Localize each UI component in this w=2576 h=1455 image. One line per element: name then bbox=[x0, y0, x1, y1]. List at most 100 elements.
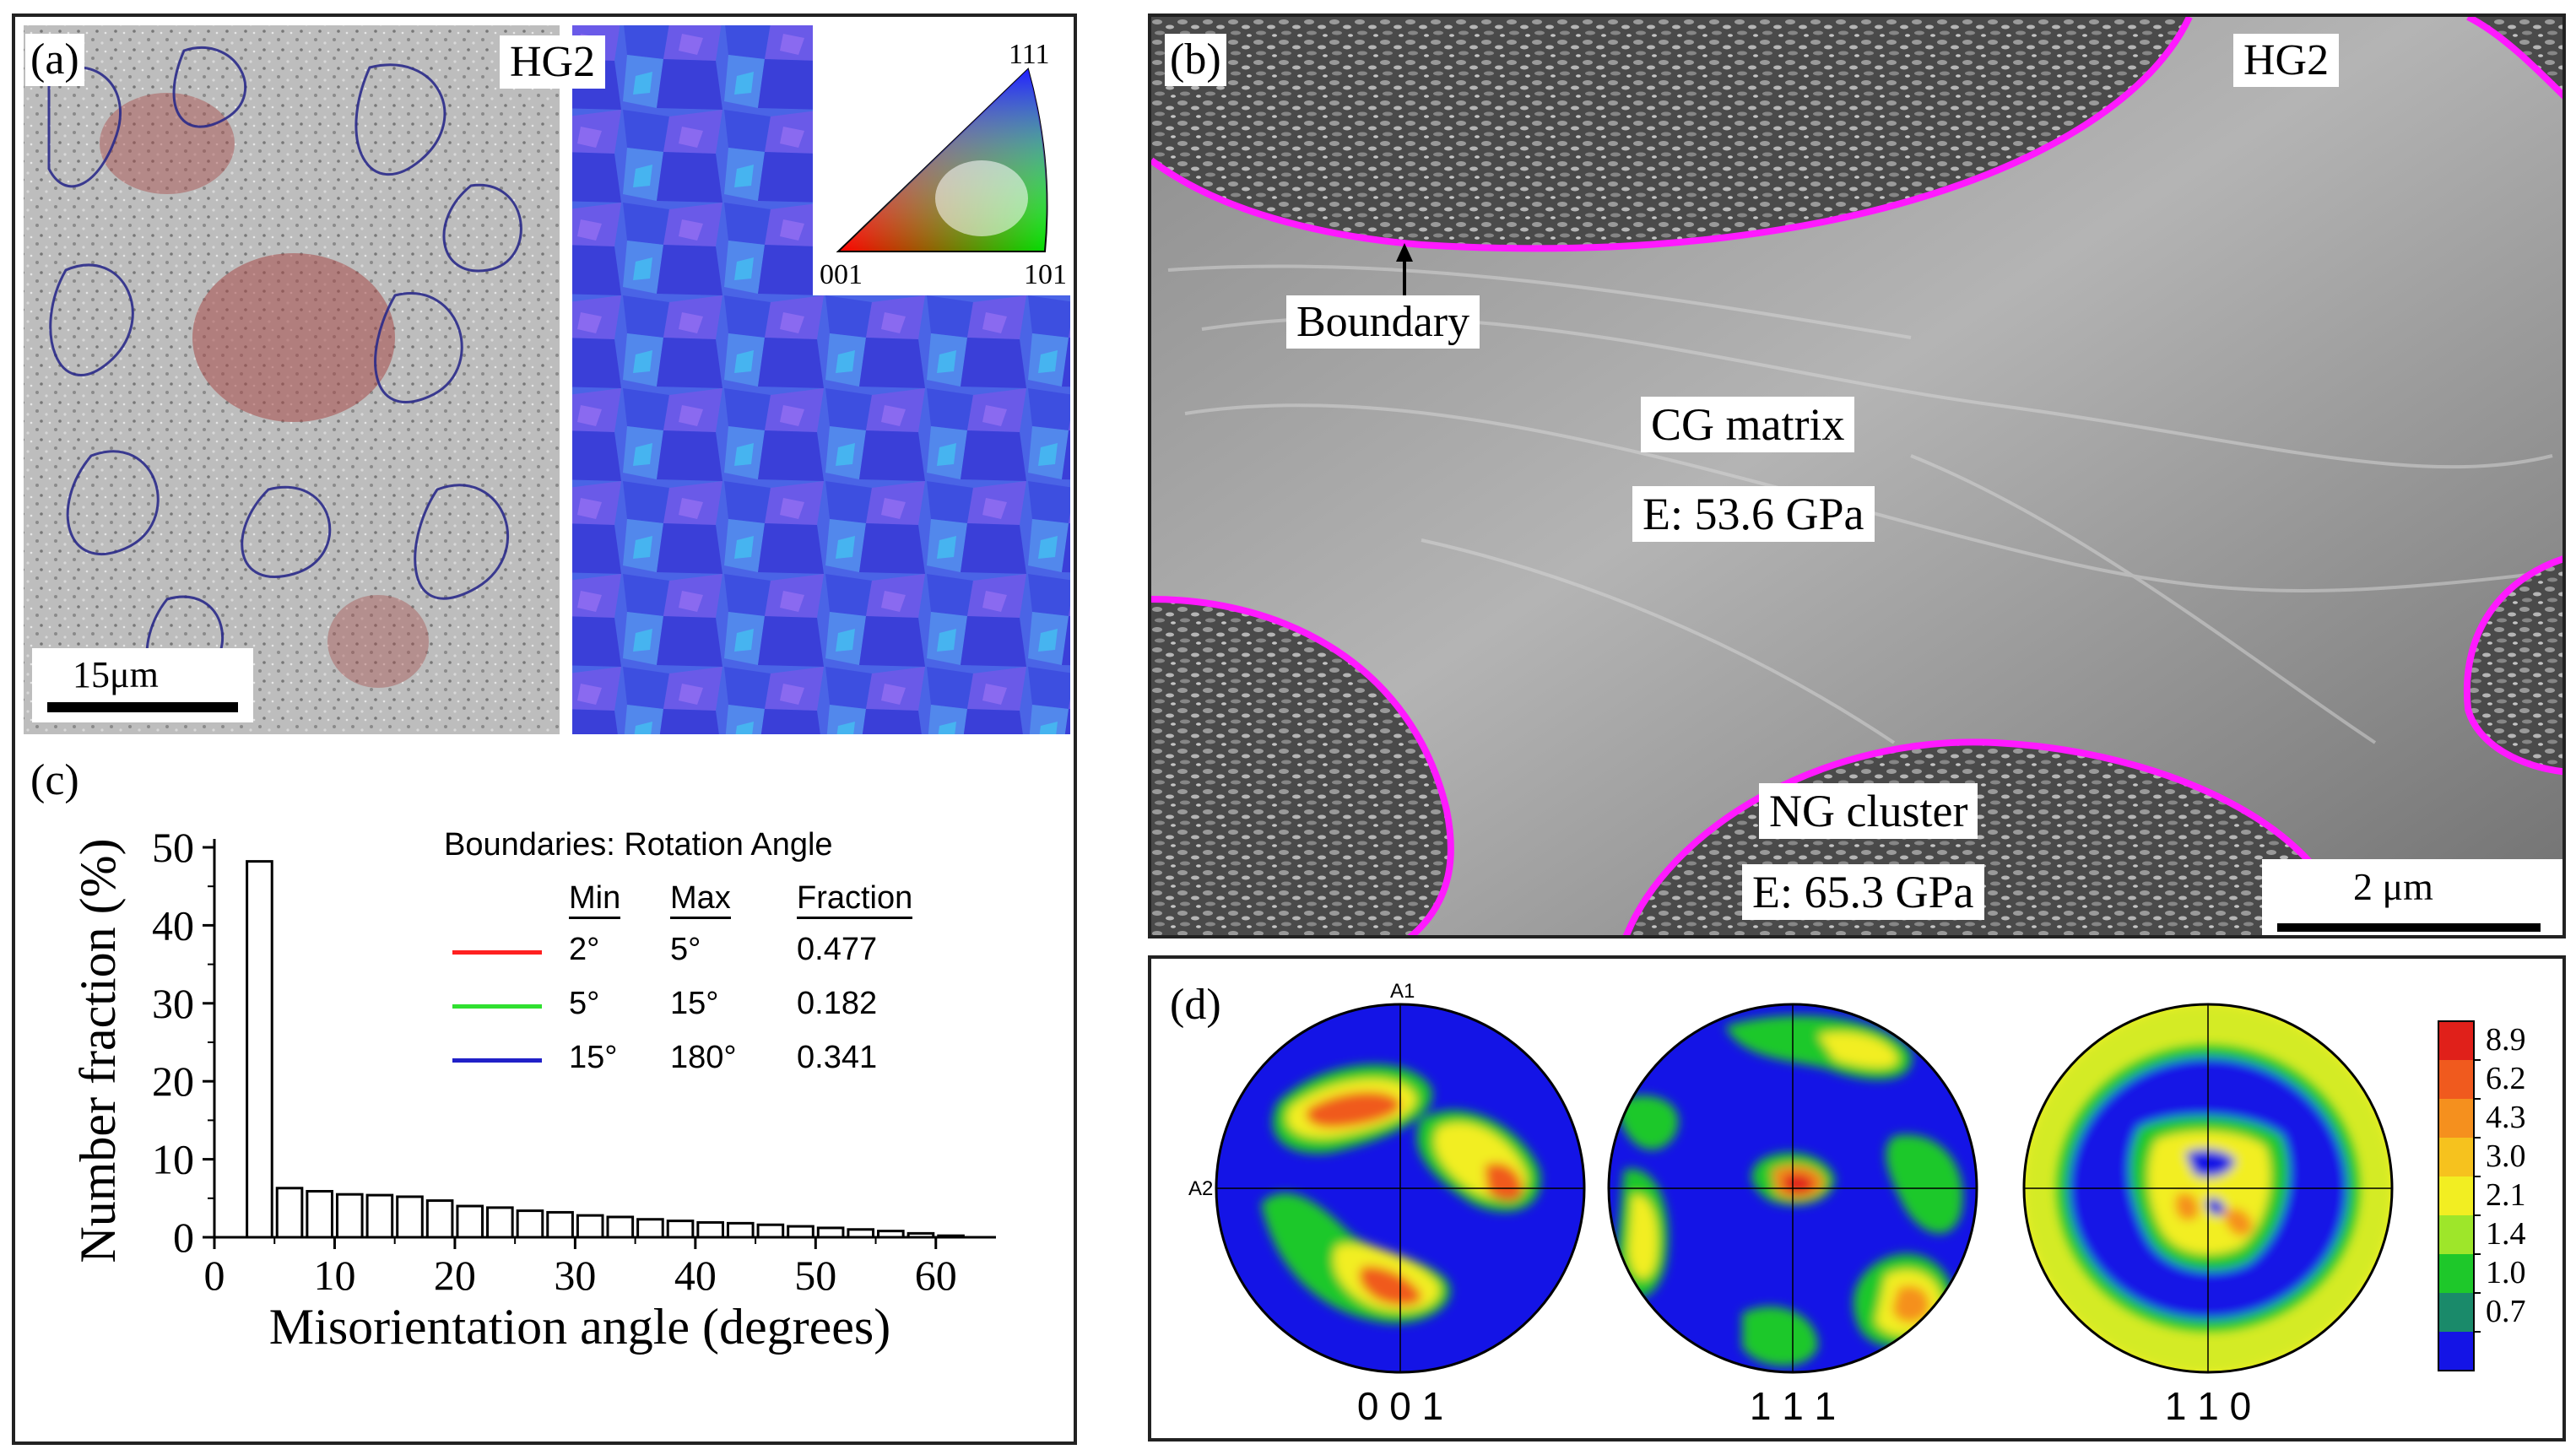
colorbar-tick-label: 1.4 bbox=[2486, 1216, 2526, 1252]
colorbar-tick-label: 2.1 bbox=[2486, 1177, 2526, 1213]
ipf-key-001: 001 bbox=[820, 259, 863, 290]
colorbar-tick-label: 6.2 bbox=[2486, 1061, 2526, 1096]
histogram-bar bbox=[335, 1193, 364, 1239]
legend-min: 2° bbox=[569, 932, 600, 967]
histogram-bar bbox=[365, 1193, 394, 1239]
panel-a-scale-line bbox=[47, 702, 238, 712]
legend-row-mid-angle: 5° 15° 0.182 bbox=[444, 986, 950, 1028]
colorbar-tick-label: 3.0 bbox=[2486, 1139, 2526, 1174]
y-tick-label: 10 bbox=[152, 1136, 194, 1183]
y-tick-label: 20 bbox=[152, 1057, 194, 1105]
histogram-bar bbox=[516, 1209, 544, 1239]
colorbar-tick-label: 1.0 bbox=[2486, 1255, 2526, 1290]
histogram-bar bbox=[275, 1187, 304, 1239]
ipf-key-111: 111 bbox=[1009, 39, 1049, 70]
colorbar-tick-label: 8.9 bbox=[2486, 1022, 2526, 1057]
colorbar-tick-label: 0.7 bbox=[2486, 1294, 2526, 1329]
intensity-colorbar: 8.9 6.2 4.3 3.02.11.41.0 0.7 bbox=[2438, 1020, 2526, 1371]
legend-max: 15° bbox=[670, 986, 719, 1021]
histogram-bar bbox=[306, 1189, 333, 1239]
histogram-bar bbox=[877, 1230, 905, 1239]
colorbar-segment bbox=[2438, 1254, 2474, 1293]
legend-header-min: Min bbox=[569, 879, 621, 919]
axis-a1-label: A1 bbox=[1390, 980, 1415, 1003]
panel-b-label: (b) bbox=[1165, 34, 1226, 86]
sem-image bbox=[1151, 17, 2562, 935]
panel-b-scale-text: 2 μm bbox=[2353, 865, 2433, 908]
x-tick-label: 40 bbox=[674, 1252, 717, 1299]
y-tick-label: 30 bbox=[152, 980, 194, 1027]
histogram-bar bbox=[606, 1215, 635, 1239]
pole-figure-111 bbox=[1607, 1003, 1978, 1374]
y-tick-label: 0 bbox=[173, 1214, 194, 1261]
pole-figure-label-111: 1 1 1 bbox=[1750, 1384, 1836, 1428]
legend-min: 15° bbox=[569, 1040, 618, 1075]
panel-b-scale-line bbox=[2277, 923, 2541, 932]
legend-fraction: 0.477 bbox=[797, 932, 878, 967]
boundary-label: Boundary bbox=[1286, 295, 1480, 349]
histogram-bar bbox=[576, 1214, 604, 1239]
y-tick-label: 40 bbox=[152, 901, 194, 949]
ipf-key-101: 101 bbox=[1024, 259, 1067, 290]
histogram-bar bbox=[787, 1225, 814, 1239]
panel-b-sample-label: HG2 bbox=[2233, 34, 2340, 87]
colorbar-segment bbox=[2438, 1176, 2474, 1215]
x-axis-title: Misorientation angle (degrees) bbox=[269, 1299, 890, 1355]
legend-title: Boundaries: Rotation Angle bbox=[444, 827, 833, 863]
legend-header-max: Max bbox=[670, 879, 731, 919]
axis-a2-label: A2 bbox=[1188, 1177, 1213, 1200]
ng-modulus-label: E: 65.3 GPa bbox=[1742, 864, 1984, 920]
legend-row-low-angle: 2° 5° 0.477 bbox=[444, 932, 950, 974]
colorbar-segment bbox=[2438, 1099, 2474, 1138]
cg-modulus-label: E: 53.6 GPa bbox=[1632, 486, 1875, 542]
legend-header-fraction: Fraction bbox=[797, 879, 913, 919]
histogram-bar bbox=[696, 1220, 724, 1239]
panel-b-scale-bar: 2 μm bbox=[2262, 859, 2562, 935]
colorbar-tick-label: 4.3 bbox=[2486, 1100, 2526, 1135]
legend-swatch-green bbox=[452, 1004, 542, 1009]
legend-fraction: 0.341 bbox=[797, 1040, 878, 1075]
legend-row-high-angle: 15° 180° 0.341 bbox=[444, 1040, 950, 1082]
x-tick-label: 50 bbox=[794, 1252, 836, 1299]
colorbar-segment bbox=[2438, 1332, 2474, 1371]
y-axis-title: Number fraction (%) bbox=[70, 838, 126, 1263]
histogram-bar bbox=[486, 1206, 514, 1239]
histogram-bar bbox=[546, 1210, 574, 1239]
ipf-color-key: 111 001 101 bbox=[820, 39, 1067, 290]
panel-d: (d) bbox=[1148, 955, 2566, 1441]
histogram-bar bbox=[666, 1220, 695, 1239]
histogram-bar bbox=[425, 1199, 454, 1239]
x-tick-label: 60 bbox=[915, 1252, 957, 1299]
histogram-bar bbox=[847, 1228, 875, 1239]
legend-swatch-red bbox=[452, 950, 542, 955]
x-tick-label: 10 bbox=[313, 1252, 355, 1299]
y-tick-label: 50 bbox=[152, 824, 194, 871]
legend-swatch-blue bbox=[452, 1058, 542, 1063]
colorbar-segment bbox=[2438, 1138, 2474, 1176]
cg-matrix-label: CG matrix bbox=[1641, 397, 1855, 452]
x-tick-label: 20 bbox=[434, 1252, 476, 1299]
panel-a: (a) HG2 111 001 101 15μm bbox=[12, 14, 1077, 743]
histogram-bar bbox=[396, 1195, 424, 1239]
histogram-bar bbox=[906, 1231, 935, 1239]
colorbar-segment bbox=[2438, 1215, 2474, 1254]
ng-cluster-label: NG cluster bbox=[1759, 783, 1978, 839]
colorbar-segment bbox=[2438, 1293, 2474, 1332]
pole-figures: A1 A2 0 0 1 1 1 1 1 1 0 8.96.24.33.02.11… bbox=[1188, 980, 2526, 1428]
pole-figure-label-001: 0 0 1 bbox=[1357, 1384, 1443, 1428]
histogram-bar bbox=[937, 1234, 965, 1239]
legend-max: 5° bbox=[670, 932, 701, 967]
panel-c-label: (c) bbox=[25, 755, 84, 807]
histogram-bar bbox=[456, 1204, 484, 1239]
colorbar-frame bbox=[2438, 1020, 2475, 1371]
panel-c: (c) 0 10 20 30 40 50 60 0 10 20 30 40 50 Misorientati… bbox=[12, 736, 1077, 1445]
legend-min: 5° bbox=[569, 986, 600, 1021]
colorbar-segment bbox=[2438, 1060, 2474, 1099]
pole-figure-label-110: 1 1 0 bbox=[2165, 1384, 2251, 1428]
panel-a-scale-bar: 15μm bbox=[32, 648, 253, 722]
pole-figure-110 bbox=[2022, 1003, 2394, 1374]
colorbar-segment bbox=[2438, 1021, 2474, 1060]
legend-max: 180° bbox=[670, 1040, 737, 1075]
x-tick-label: 30 bbox=[554, 1252, 596, 1299]
